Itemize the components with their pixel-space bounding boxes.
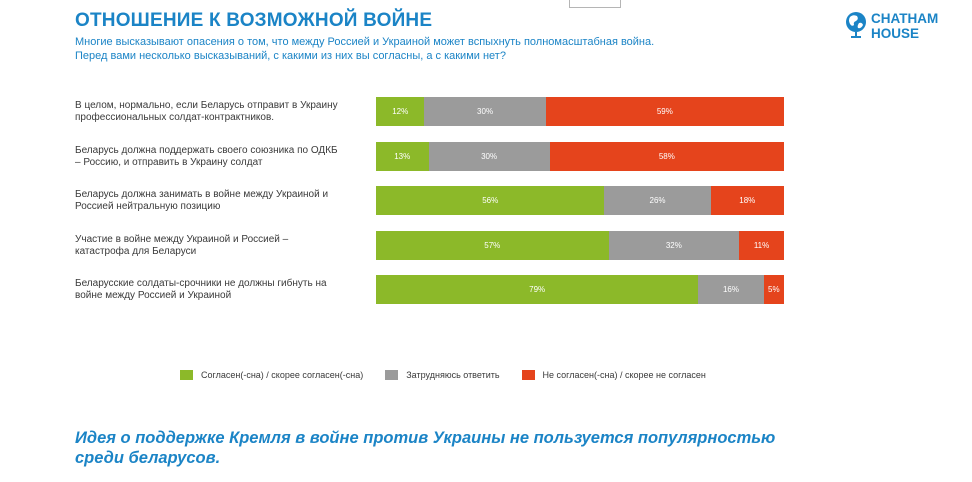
stacked-bar: 12% 30% 59% [376,97,784,126]
data-label: 57% [484,240,501,250]
category-label-line: Беларусь должна занимать в войне между У… [75,189,329,200]
legend-item: Затрудняюсь ответить [385,370,500,380]
category-label: Беларусские солдаты-срочники не должны г… [75,278,365,302]
data-label: 79% [529,285,546,294]
stacked-bar: 13% 30% 58% [376,141,784,171]
category-label-line: Россией нейтральную позицию [75,201,221,212]
legend-swatch [385,370,399,380]
data-label: 32% [665,240,682,250]
bar-segment: 79% [376,275,699,304]
chart-row: Беларусские солдаты-срочники не должны г… [75,275,785,306]
data-label: 56% [482,196,499,205]
legend-swatch [180,370,193,380]
bar-segment: 11% [739,230,784,260]
stacked-bar: 56% 26% 18% [376,186,784,215]
chart-row: Беларусь должна поддержать своего союзни… [75,141,785,173]
legend-swatch [521,370,535,380]
page-subtitle: Многие высказывают опасения о том, что м… [75,35,795,63]
logo-line: CHATHAM [871,11,939,26]
category-label-line: Беларусь должна поддержать своего союзни… [75,144,338,156]
chart-row: Участие в войне между Украиной и Россией… [75,230,785,262]
bar-segment: 13% [376,141,429,171]
category-label-line: Беларусские солдаты-срочники не должны г… [75,278,327,289]
bar-segment: 30% [428,141,550,171]
subtitle-line: Многие высказывают опасения о том, что м… [75,36,655,48]
conclusion-line: среди беларусов. [75,449,221,467]
chart-row: В целом, нормально, если Беларусь отправ… [75,97,785,128]
category-label-line: профессиональных солдат-контрактников. [75,112,275,123]
data-label: 5% [768,285,780,294]
conclusion-line: Идея о поддержке Кремля в войне против У… [75,429,776,447]
page-title: ОТНОШЕНИЕ К ВОЗМОЖНОЙ ВОЙНЕ [75,10,433,31]
category-label-line: – Россию, и отправить в Украину солдат [75,156,263,168]
data-label: 30% [481,151,498,161]
bar-segment: 12% [376,97,425,126]
category-label-line: войне между Россией и Украиной [75,290,232,301]
globe-icon [846,12,866,38]
bar-segment: 16% [698,275,764,304]
subtitle-line: Перед вами несколько высказываний, с как… [75,50,506,62]
category-label-line: В целом, нормально, если Беларусь отправ… [75,100,338,111]
conclusion-text: Идея о поддержке Кремля в войне против У… [75,428,895,468]
data-label: 12% [392,107,409,116]
legend-label: Затрудняюсь ответить [406,370,500,380]
bar-segment: 56% [376,186,605,215]
bar-segment: 26% [604,186,711,215]
bar-segment: 30% [424,97,546,126]
bar-segment: 5% [763,275,784,304]
category-label: Участие в войне между Украиной и Россией… [75,234,365,258]
data-label: 26% [649,196,666,205]
category-label-line: катастрофа для Беларуси [75,245,197,257]
chart-row: Беларусь должна занимать в войне между У… [75,186,785,217]
data-label: 59% [656,107,673,116]
data-label: 18% [739,196,756,205]
chart-legend: Согласен(-сна) / скорее согласен(-сна) За… [180,370,728,380]
bar-segment: 18% [710,186,784,215]
data-label: 58% [658,151,675,161]
data-label: 11% [753,240,770,250]
bar-segment: 32% [608,230,740,260]
logo-wordmark: CHATHAM HOUSE [871,11,938,41]
bar-segment: 58% [549,141,784,171]
stacked-bar: 57% 32% 11% [376,230,784,260]
legend-item: Согласен(-сна) / скорее согласен(-сна) [180,370,363,380]
stacked-bar: 79% 16% 5% [376,275,784,304]
data-label: 16% [722,285,739,294]
legend-label: Согласен(-сна) / скорее согласен(-сна) [201,370,364,380]
bar-segment: 59% [545,97,784,126]
category-label: Беларусь должна занимать в войне между У… [75,189,365,213]
category-label: В целом, нормально, если Беларусь отправ… [75,100,365,124]
top-tab-marker [569,0,621,8]
category-label: Беларусь должна поддержать своего союзни… [75,145,365,169]
data-label: 13% [394,151,411,161]
data-label: 30% [477,107,494,116]
legend-label: Не согласен(-сна) / скорее не согласен [542,370,706,380]
logo-line: HOUSE [871,26,920,41]
bar-segment: 57% [376,230,609,260]
legend-item: Не согласен(-сна) / скорее не согласен [521,370,706,380]
category-label-line: Участие в войне между Украиной и Россией… [75,233,289,245]
